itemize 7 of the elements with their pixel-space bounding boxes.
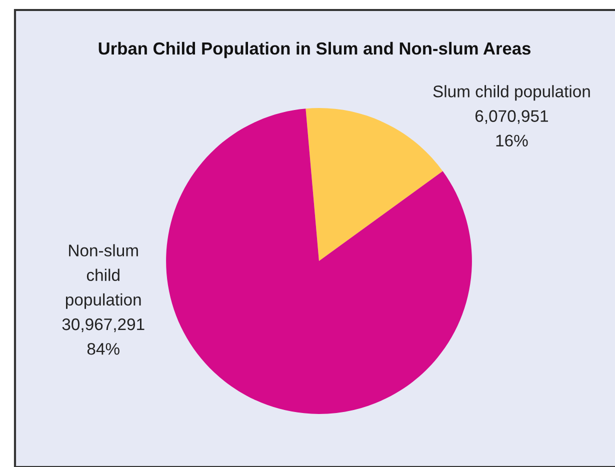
pie-slice xyxy=(166,108,472,414)
slice-label: Slum child population xyxy=(433,85,590,101)
data-label: 6,070,951 16% xyxy=(475,110,548,147)
data-label: 30,967,291 84% xyxy=(62,318,144,355)
pie-slice xyxy=(306,108,443,261)
slice-label: Non-slum child population xyxy=(66,244,141,309)
chart-title: Urban Child Population in Slum and Non-slum Areas xyxy=(98,42,530,58)
